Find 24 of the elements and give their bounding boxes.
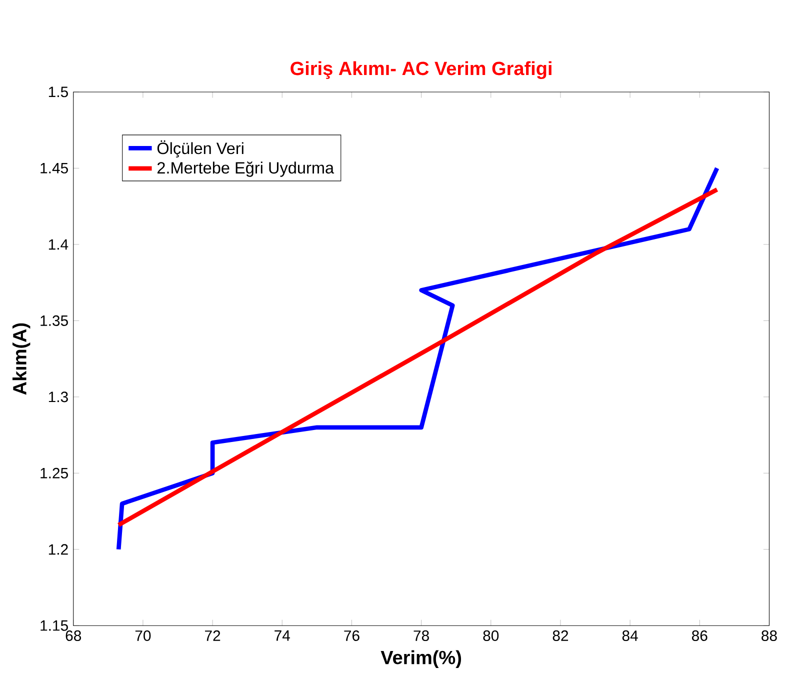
x-tick-label: 88	[762, 630, 777, 642]
y-tick-label: 1.3	[48, 392, 68, 402]
y-tick-label: 1.25	[40, 468, 68, 479]
y-tick-label: 1.35	[40, 316, 68, 326]
x-tick-label: 76	[344, 630, 360, 642]
x-tick-label: 68	[66, 630, 82, 642]
x-tick-label: 74	[274, 630, 290, 641]
x-tick-label: 78	[414, 630, 429, 642]
y-tick-label: 1.4	[48, 240, 68, 250]
x-axis-title: Verim(%)	[380, 650, 462, 668]
y-tick-label: 1.45	[40, 163, 68, 174]
legend-label: 2.Mertebe Eğri Uydurma	[157, 162, 334, 178]
x-tick-label: 86	[692, 630, 708, 642]
x-tick-label: 80	[483, 630, 499, 642]
x-tick-label: 70	[135, 630, 151, 642]
x-tick-label: 82	[552, 630, 568, 642]
y-tick-label: 1.5	[48, 86, 68, 98]
x-tick-label: 72	[205, 630, 220, 642]
chart-title: Giriş Akımı- AC Verim Grafigi	[290, 61, 552, 80]
y-tick-label: 1.15	[40, 620, 68, 632]
y-tick-label: 1.2	[48, 544, 68, 555]
y-axis-title: Akım(A)	[12, 324, 30, 395]
x-tick-label: 84	[622, 630, 638, 642]
legend-label: Ölçülen Veri	[157, 140, 244, 158]
